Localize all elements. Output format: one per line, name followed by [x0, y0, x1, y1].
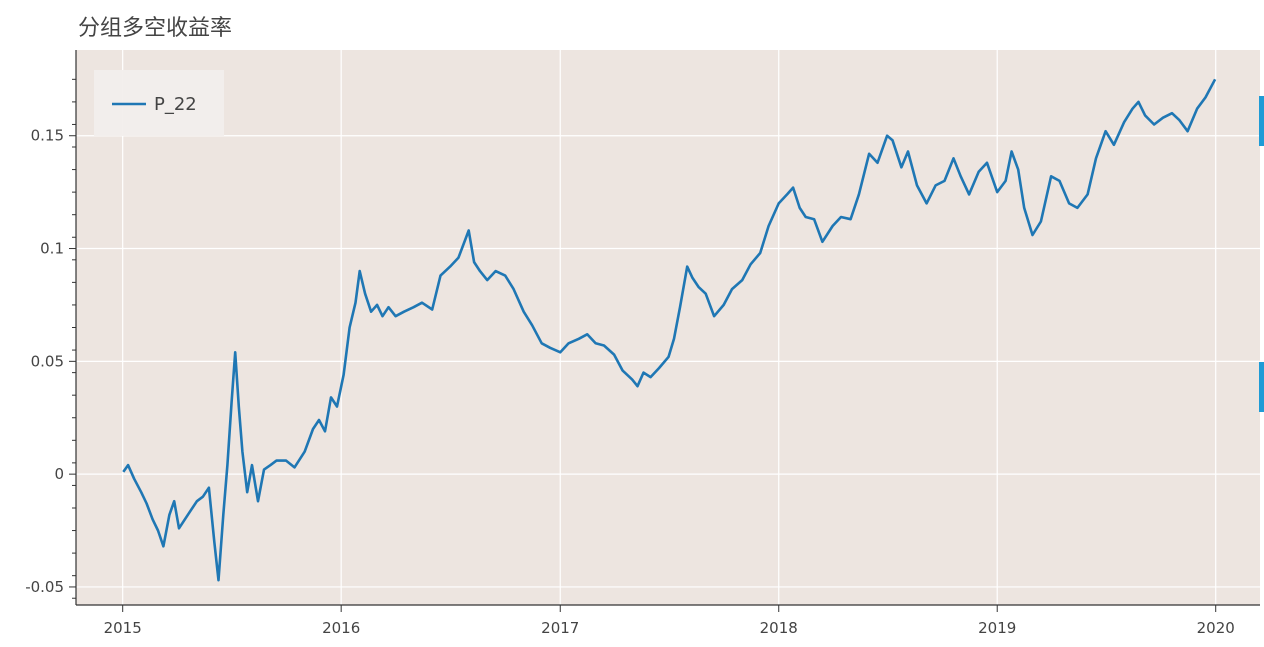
- side-marker: [1259, 362, 1264, 412]
- x-tick-label: 2017: [541, 619, 579, 637]
- x-tick-label: 2019: [978, 619, 1016, 637]
- y-tick-label: -0.05: [25, 578, 64, 596]
- y-tick-label: 0.1: [40, 240, 64, 258]
- grid: [76, 50, 1260, 605]
- x-tick-label: 2016: [322, 619, 360, 637]
- legend-label: P_22: [154, 94, 197, 115]
- legend: P_22: [94, 70, 224, 136]
- side-marker: [1259, 96, 1264, 146]
- series-line: [122, 78, 1217, 582]
- x-tick-label: 2020: [1197, 619, 1235, 637]
- y-tick-label: 0.05: [31, 352, 64, 370]
- plot-area: [76, 50, 1260, 605]
- y-tick-label: 0: [54, 465, 64, 483]
- x-tick-label: 2018: [760, 619, 798, 637]
- series-layer: [122, 78, 1217, 582]
- chart-title: 分组多空收益率: [78, 16, 233, 41]
- axes: -0.05 0 0.05 0.1 0.15 2015 2016 2017 2018 2019 202…: [25, 50, 1260, 637]
- y-tick-label: 0.15: [31, 127, 64, 145]
- x-tick-label: 2015: [104, 619, 142, 637]
